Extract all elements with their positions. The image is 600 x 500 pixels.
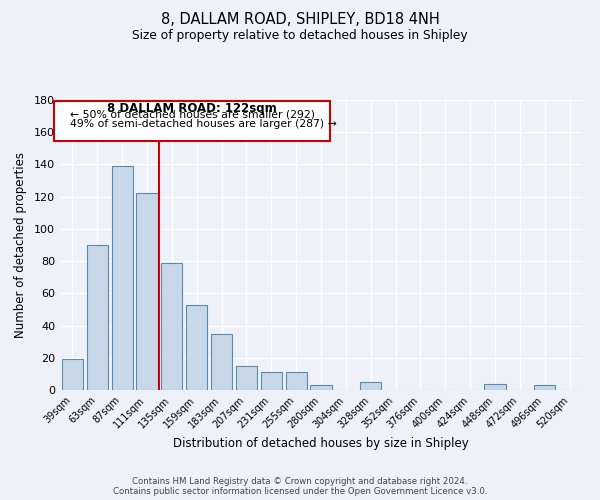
Text: Contains HM Land Registry data © Crown copyright and database right 2024.: Contains HM Land Registry data © Crown c… (132, 477, 468, 486)
Text: 8 DALLAM ROAD: 122sqm: 8 DALLAM ROAD: 122sqm (107, 102, 277, 114)
Y-axis label: Number of detached properties: Number of detached properties (14, 152, 27, 338)
Bar (360, 382, 381, 390)
Bar (186, 304, 207, 390)
Bar (211, 334, 232, 390)
Bar (136, 194, 158, 390)
Text: 49% of semi-detached houses are larger (287) →: 49% of semi-detached houses are larger (… (70, 120, 337, 130)
Bar (286, 372, 307, 390)
Text: Contains public sector information licensed under the Open Government Licence v3: Contains public sector information licen… (113, 487, 487, 496)
Bar (310, 385, 332, 390)
Bar (112, 166, 133, 390)
Text: 8, DALLAM ROAD, SHIPLEY, BD18 4NH: 8, DALLAM ROAD, SHIPLEY, BD18 4NH (161, 12, 439, 28)
Bar (261, 372, 282, 390)
Text: ← 50% of detached houses are smaller (292): ← 50% of detached houses are smaller (29… (70, 110, 315, 120)
Bar (62, 360, 83, 390)
Bar (236, 366, 257, 390)
Bar (484, 384, 506, 390)
Bar (534, 385, 555, 390)
Text: Size of property relative to detached houses in Shipley: Size of property relative to detached ho… (132, 29, 468, 42)
FancyBboxPatch shape (54, 101, 330, 141)
Bar (161, 262, 182, 390)
X-axis label: Distribution of detached houses by size in Shipley: Distribution of detached houses by size … (173, 437, 469, 450)
Bar (87, 245, 108, 390)
